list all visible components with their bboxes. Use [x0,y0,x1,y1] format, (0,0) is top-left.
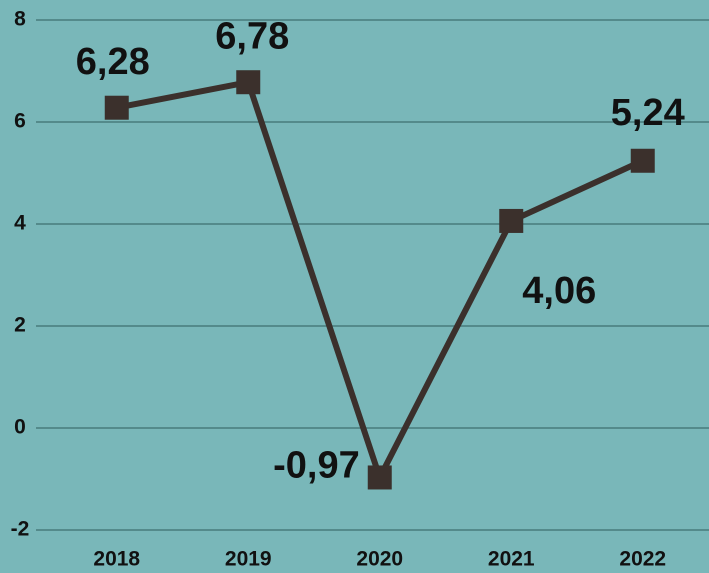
value-label: 6,78 [215,15,289,57]
marker [630,148,655,173]
x-tick-label: 2021 [488,548,535,571]
value-label: 6,28 [76,41,150,83]
value-label: -0,97 [273,445,360,487]
y-tick-label: 2 [14,314,26,337]
y-tick-label: 8 [14,8,26,31]
x-tick-label: 2020 [356,548,403,571]
x-tick-label: 2018 [93,548,140,571]
x-tick-label: 2022 [619,548,666,571]
y-tick-label: -2 [11,518,30,541]
marker [367,465,392,490]
value-label: 5,24 [611,92,685,134]
marker [499,208,524,233]
marker [236,70,261,95]
y-tick-label: 4 [14,212,26,235]
y-tick-label: 0 [14,416,26,439]
x-tick-label: 2019 [225,548,272,571]
y-tick-label: 6 [14,110,26,133]
value-label: 4,06 [522,270,596,312]
marker [104,95,129,120]
